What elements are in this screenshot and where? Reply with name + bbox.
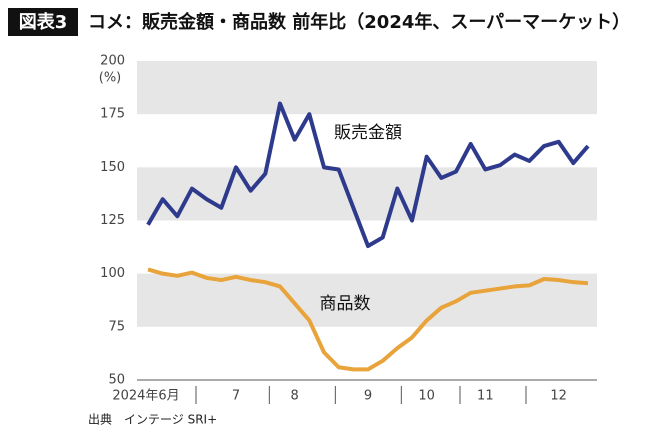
x-tick-label: 12 xyxy=(550,389,567,404)
x-tick-label: 11 xyxy=(477,389,494,404)
x-tick-label: 9 xyxy=(364,389,372,404)
badge-box xyxy=(8,8,78,36)
y-tick-label: 125 xyxy=(100,213,125,228)
y-tick-label: 50 xyxy=(108,373,125,388)
grid-band xyxy=(137,167,597,221)
series-line xyxy=(146,101,590,249)
y-tick-label: 175 xyxy=(100,107,125,122)
x-tick-label: 2024年6月 xyxy=(112,389,179,404)
y-axis-label: (%) xyxy=(99,71,122,86)
x-tick-label: 7 xyxy=(232,389,240,404)
x-tick-label: 8 xyxy=(291,389,299,404)
series-label: 商品数 xyxy=(320,294,371,314)
x-tick-label: 10 xyxy=(418,389,435,404)
source: 出典 インテージ SRI+ xyxy=(88,413,217,427)
badge: 図表3 xyxy=(19,11,68,33)
series-line xyxy=(147,267,589,372)
series-label: 販売金額 xyxy=(334,123,402,143)
grid-band xyxy=(137,61,597,115)
y-tick-label: 200 xyxy=(100,54,125,69)
grid-band xyxy=(137,273,597,327)
chart-title: コメ：販売金額・商品数 前年比（2024年、スーパーマーケット） xyxy=(88,11,630,33)
y-tick-label: 100 xyxy=(100,266,125,281)
y-tick-label: 150 xyxy=(100,160,125,175)
y-tick-label: 75 xyxy=(108,319,125,334)
